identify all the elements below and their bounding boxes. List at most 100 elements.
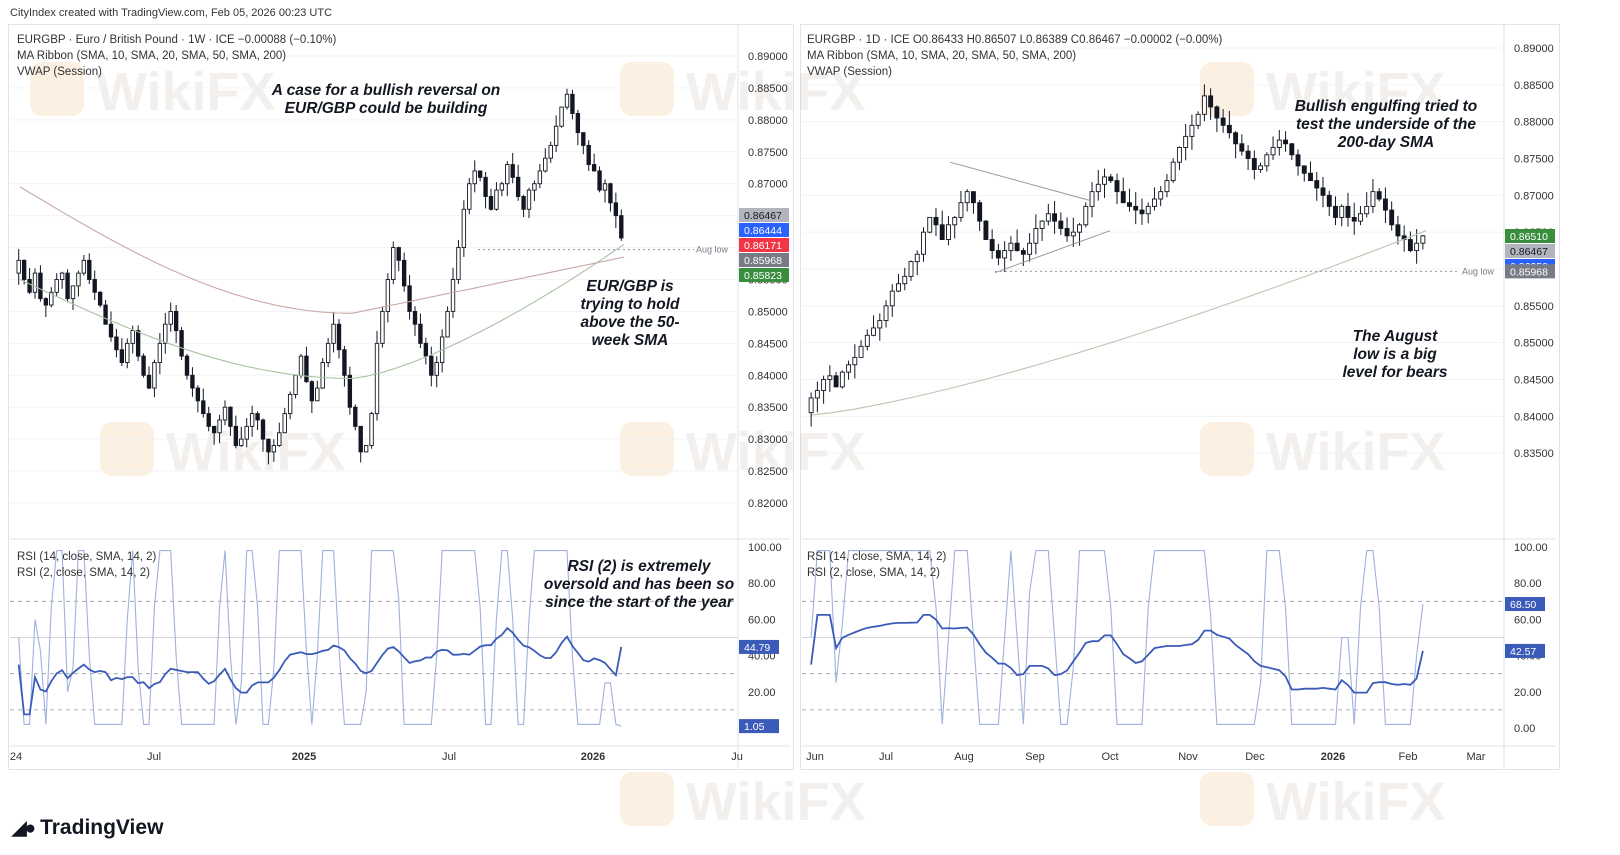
right-candle [1326,190,1332,217]
left-vwap-legend[interactable]: VWAP (Session) [17,66,102,78]
left-price-label-bg [739,238,789,252]
right-rsi2-line [810,550,1424,725]
left-candle [173,304,179,344]
left-rsi2-legend[interactable]: RSI (2, close, SMA, 14, 2) [17,567,150,579]
right-candle-body [1070,231,1076,237]
left-rsi-value-label-bg [739,639,779,654]
left-rsi2-line [18,550,622,727]
left-candle [591,153,597,172]
left-rsi-value-label: 1.05 [744,721,765,733]
left-candle [293,374,298,399]
left-price-label-bg [739,268,789,282]
left-candle-body [81,259,87,274]
right-candle [1120,177,1126,204]
left-ma-ribbon-legend[interactable]: MA Ribbon (SMA, 10, SMA, 20, SMA, 50, SM… [17,50,287,62]
left-candle [249,405,255,437]
right-candle [1364,192,1370,218]
left-rsi-value-label: 44.79 [744,642,770,654]
left-candle-body [201,400,206,415]
left-candle [190,367,195,397]
left-candle [309,380,315,413]
right-candle-body [1407,239,1413,252]
left-candle-body [146,374,152,389]
left-time-label: Ju [731,751,743,763]
left-rsi-tick-label: 60.00 [748,614,776,626]
right-candle [1258,162,1264,173]
left-candle-body [602,183,608,191]
right-rsi-value-label: 68.50 [1510,599,1536,611]
right-candle [1301,165,1307,182]
right-candle [1102,168,1107,198]
right-vwap-legend[interactable]: VWAP (Session) [807,66,892,78]
right-aug-low-label: Aug low [1462,266,1495,276]
left-candle-body [114,336,119,351]
left-candle-body [537,170,543,185]
right-candle [1127,188,1132,212]
left-candle [206,406,211,432]
left-candle [27,267,32,295]
right-candle-body [1176,146,1182,163]
left-candle-body [526,189,532,210]
right-candle-body [1089,191,1095,207]
left-candle-body [396,247,401,261]
right-candle [839,370,845,389]
right-candle [1233,131,1239,159]
left-candle [141,353,146,378]
left-candle [320,358,325,389]
watermark-logo-icon [1200,62,1254,116]
chart-credit: CityIndex created with TradingView.com, … [10,7,333,19]
left-candle-body [358,425,363,453]
right-chart-panel[interactable] [800,24,1560,770]
left-candle [521,194,526,218]
left-chart-panel[interactable] [8,24,794,770]
left-candle [184,354,190,380]
right-rsi-legend: RSI (14, close, SMA, 14, 2) RSI (2, clos… [807,549,946,581]
right-candle-body [1314,180,1320,189]
left-price-tick-label: 0.87000 [748,179,788,191]
left-candle [239,426,244,447]
left-price-tick-label: 0.87500 [748,147,788,159]
left-rsi14-legend[interactable]: RSI (14, close, SMA, 14, 2) [17,551,157,563]
watermark-text: WikiFX [1266,422,1446,482]
right-candle-body [1127,202,1132,207]
right-candle [1376,188,1382,202]
right-candle [989,229,995,259]
left-candle [472,160,477,193]
right-candle [858,340,864,358]
right-candle [1176,146,1182,171]
left-candle [315,380,320,402]
right-candle [883,300,889,328]
right-candle [1039,220,1045,241]
right-candle [1345,192,1351,227]
right-candle-body [1027,242,1033,255]
tradingview-logo-icon: ◢● [12,817,36,839]
left-candle [32,268,38,299]
right-candle-body [989,239,995,252]
right-candle-body [1020,250,1026,255]
right-candle [933,208,939,237]
left-symbol-legend[interactable]: EURGBP · Euro / British Pound · 1W · ICE… [17,34,337,46]
left-candle-body [374,342,380,415]
right-ma-ribbon-legend[interactable]: MA Ribbon (SMA, 10, SMA, 20, SMA, 50, SM… [807,50,1077,62]
left-candle [353,404,358,431]
right-candle-body [808,397,814,414]
right-candle [1089,182,1095,218]
right-price-label-bg [1505,264,1555,279]
right-candle [1295,149,1301,176]
right-candle [1289,142,1295,160]
right-rsi-tick-label: 20.00 [1514,687,1542,699]
tradingview-logo[interactable]: ◢● TradingView [12,816,163,840]
right-triangle-upper-line [949,161,1091,201]
right-candle [921,227,926,262]
left-candle-body [163,323,168,344]
right-rsi2-legend[interactable]: RSI (2, close, SMA, 14, 2) [807,567,940,579]
right-symbol-legend[interactable]: EURGBP · 1D · ICE O0.86433 H0.86507 L0.8… [807,34,1223,46]
right-candle [1170,158,1176,183]
left-candle [358,425,363,463]
right-triangle-lower-line [994,230,1111,274]
right-candle-body [1333,205,1338,218]
left-candle-body [271,445,277,453]
left-sma50-line [19,243,625,380]
right-rsi14-legend[interactable]: RSI (14, close, SMA, 14, 2) [807,551,947,563]
